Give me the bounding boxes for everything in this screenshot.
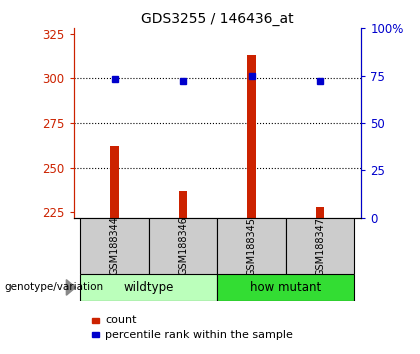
Text: how mutant: how mutant <box>250 281 321 294</box>
Bar <box>149 218 218 274</box>
Text: GSM188344: GSM188344 <box>110 217 120 275</box>
Bar <box>110 146 119 218</box>
Bar <box>218 218 286 274</box>
Bar <box>218 274 354 301</box>
Text: percentile rank within the sample: percentile rank within the sample <box>105 330 293 339</box>
Text: GSM188346: GSM188346 <box>178 217 188 275</box>
Bar <box>247 55 256 218</box>
Text: GSM188347: GSM188347 <box>315 217 325 275</box>
Text: genotype/variation: genotype/variation <box>4 282 103 292</box>
Bar <box>286 218 354 274</box>
Bar <box>316 207 324 218</box>
Bar <box>80 274 218 301</box>
Text: count: count <box>105 315 137 325</box>
Title: GDS3255 / 146436_at: GDS3255 / 146436_at <box>141 12 294 26</box>
Bar <box>80 218 149 274</box>
Text: GSM188345: GSM188345 <box>247 217 257 275</box>
Text: wildtype: wildtype <box>123 281 174 294</box>
Bar <box>179 191 187 218</box>
